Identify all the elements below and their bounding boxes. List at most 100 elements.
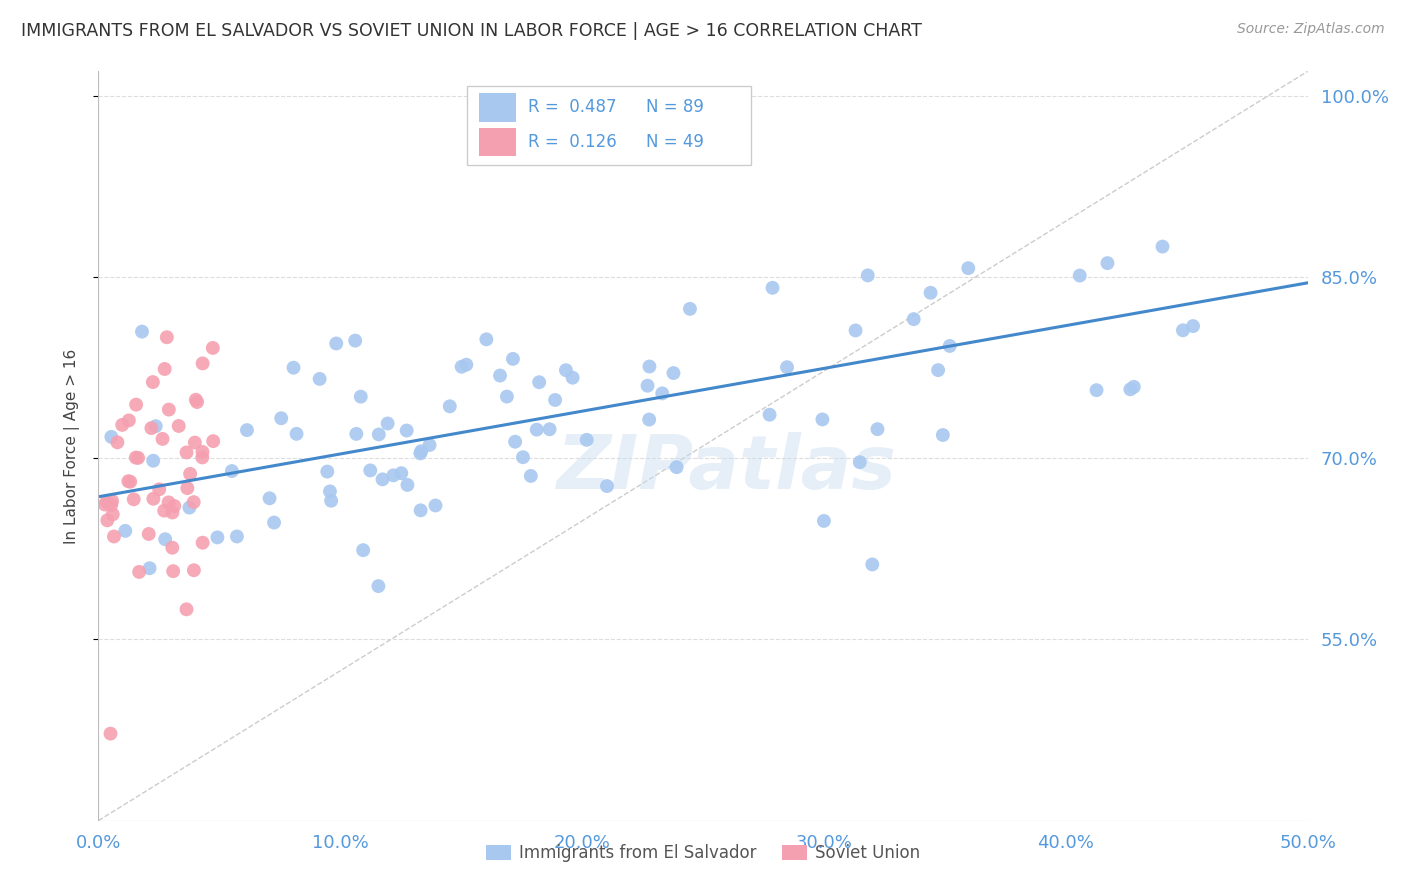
Point — [321, 493, 343, 508]
Point — [142, 491, 165, 506]
Point — [100, 430, 122, 444]
Point — [425, 499, 447, 513]
Point — [162, 541, 184, 555]
Point — [651, 386, 673, 401]
Text: R =  0.487: R = 0.487 — [527, 98, 616, 116]
Point — [221, 464, 243, 478]
Point — [285, 426, 308, 441]
Point — [179, 500, 201, 515]
Point — [191, 356, 214, 370]
Point — [122, 492, 145, 507]
Point — [489, 368, 512, 383]
Point — [226, 529, 249, 543]
Point — [544, 392, 567, 407]
Point — [411, 444, 433, 458]
Point — [561, 370, 583, 384]
Point — [128, 565, 150, 579]
Point — [637, 378, 659, 392]
Point — [176, 481, 198, 495]
Point — [849, 455, 872, 469]
Text: N = 49: N = 49 — [647, 133, 704, 151]
Point — [395, 424, 418, 438]
Point — [156, 330, 179, 344]
Point — [665, 460, 688, 475]
Point — [236, 423, 259, 437]
Point — [503, 434, 526, 449]
Point — [409, 446, 432, 460]
Point — [157, 402, 180, 417]
Point — [638, 412, 661, 426]
FancyBboxPatch shape — [479, 93, 516, 121]
Point — [283, 360, 305, 375]
Point — [202, 434, 225, 449]
Point — [148, 483, 170, 497]
Point — [96, 513, 118, 527]
Point — [183, 495, 205, 509]
Point — [389, 466, 412, 480]
Point — [1069, 268, 1091, 283]
Point — [167, 419, 190, 434]
Y-axis label: In Labor Force | Age > 16: In Labor Force | Age > 16 — [65, 349, 80, 543]
Point — [191, 445, 214, 459]
Point — [142, 453, 165, 467]
Point — [183, 563, 205, 577]
Point — [96, 494, 118, 508]
Point — [371, 472, 394, 486]
Point — [103, 529, 125, 543]
Point — [157, 495, 180, 509]
Point — [138, 527, 160, 541]
Point — [176, 602, 198, 616]
Point — [932, 428, 955, 442]
Point — [811, 412, 834, 426]
Point — [163, 499, 186, 513]
Point — [111, 417, 134, 432]
Point — [176, 445, 198, 459]
Point — [319, 484, 342, 499]
Point — [207, 530, 229, 544]
Point — [100, 498, 122, 512]
Point — [270, 411, 292, 425]
Point — [456, 358, 478, 372]
Text: ZIPatlas: ZIPatlas — [557, 432, 897, 505]
Point — [856, 268, 879, 283]
Point — [1171, 323, 1194, 337]
Point — [538, 422, 561, 436]
Point — [184, 435, 207, 450]
Point — [127, 450, 149, 465]
Point — [191, 450, 214, 465]
Point — [927, 363, 949, 377]
Point — [162, 564, 184, 578]
Point — [382, 468, 405, 483]
Point — [496, 390, 519, 404]
Point — [153, 362, 176, 376]
Point — [308, 372, 330, 386]
Point — [100, 726, 122, 740]
Point — [350, 390, 373, 404]
Point — [101, 494, 124, 508]
Point — [502, 351, 524, 366]
Point — [344, 334, 367, 348]
Point — [555, 363, 578, 377]
Point — [845, 323, 868, 337]
Point — [117, 474, 139, 488]
Point — [758, 408, 780, 422]
Point — [145, 419, 167, 434]
Point — [263, 516, 285, 530]
FancyBboxPatch shape — [467, 87, 751, 165]
Point — [138, 561, 160, 575]
Point — [662, 366, 685, 380]
Point — [125, 450, 148, 465]
Point — [475, 332, 498, 346]
Point — [439, 400, 461, 414]
Text: R =  0.126: R = 0.126 — [527, 133, 616, 151]
Point — [1097, 256, 1119, 270]
Point — [141, 421, 163, 435]
Point — [316, 465, 339, 479]
Point — [94, 498, 117, 512]
Point — [118, 413, 141, 427]
Point — [860, 558, 883, 572]
Point — [153, 503, 176, 517]
Point — [352, 543, 374, 558]
Point — [184, 392, 207, 407]
Point — [596, 479, 619, 493]
